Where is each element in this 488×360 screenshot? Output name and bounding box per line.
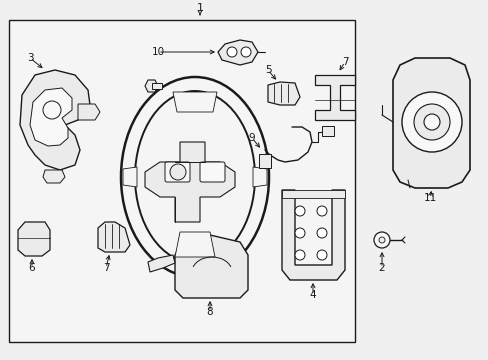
Circle shape (316, 228, 326, 238)
Text: 6: 6 (29, 263, 35, 273)
Circle shape (378, 237, 384, 243)
Polygon shape (218, 40, 258, 65)
Text: 4: 4 (309, 290, 316, 300)
Bar (282, 190, 345, 198)
Text: 7: 7 (102, 263, 109, 273)
Polygon shape (282, 190, 345, 280)
Circle shape (401, 92, 461, 152)
Polygon shape (123, 167, 137, 187)
Text: 3: 3 (27, 53, 33, 63)
Polygon shape (43, 170, 65, 183)
Bar (152, 83, 162, 89)
Polygon shape (252, 167, 266, 187)
Ellipse shape (135, 91, 254, 263)
Bar (259, 154, 270, 168)
Bar (9, 20, 354, 342)
Circle shape (241, 47, 250, 57)
Polygon shape (175, 232, 215, 257)
Circle shape (294, 206, 305, 216)
Ellipse shape (121, 77, 268, 277)
Circle shape (373, 232, 389, 248)
Circle shape (423, 114, 439, 130)
Text: 1: 1 (196, 3, 203, 13)
Polygon shape (78, 104, 100, 120)
Text: 8: 8 (206, 307, 213, 317)
Circle shape (413, 104, 449, 140)
Polygon shape (20, 70, 90, 170)
Polygon shape (314, 75, 354, 120)
Polygon shape (392, 58, 469, 188)
Polygon shape (98, 222, 130, 252)
Circle shape (294, 250, 305, 260)
Text: 9: 9 (248, 133, 255, 143)
FancyBboxPatch shape (200, 162, 224, 182)
Text: 11: 11 (423, 193, 436, 203)
Polygon shape (18, 222, 50, 256)
Polygon shape (145, 80, 158, 92)
FancyBboxPatch shape (164, 162, 190, 182)
Text: 7: 7 (341, 57, 347, 67)
Polygon shape (175, 235, 247, 298)
Circle shape (294, 228, 305, 238)
Circle shape (316, 206, 326, 216)
Circle shape (170, 164, 185, 180)
Text: 2: 2 (378, 263, 385, 273)
Polygon shape (30, 88, 72, 146)
Circle shape (316, 250, 326, 260)
Circle shape (43, 101, 61, 119)
Circle shape (226, 47, 237, 57)
Text: 5: 5 (264, 65, 271, 75)
Text: 10: 10 (151, 47, 164, 57)
Polygon shape (145, 142, 235, 222)
Polygon shape (148, 255, 175, 272)
Bar (321, 126, 333, 136)
Polygon shape (173, 92, 217, 112)
Polygon shape (267, 82, 299, 105)
